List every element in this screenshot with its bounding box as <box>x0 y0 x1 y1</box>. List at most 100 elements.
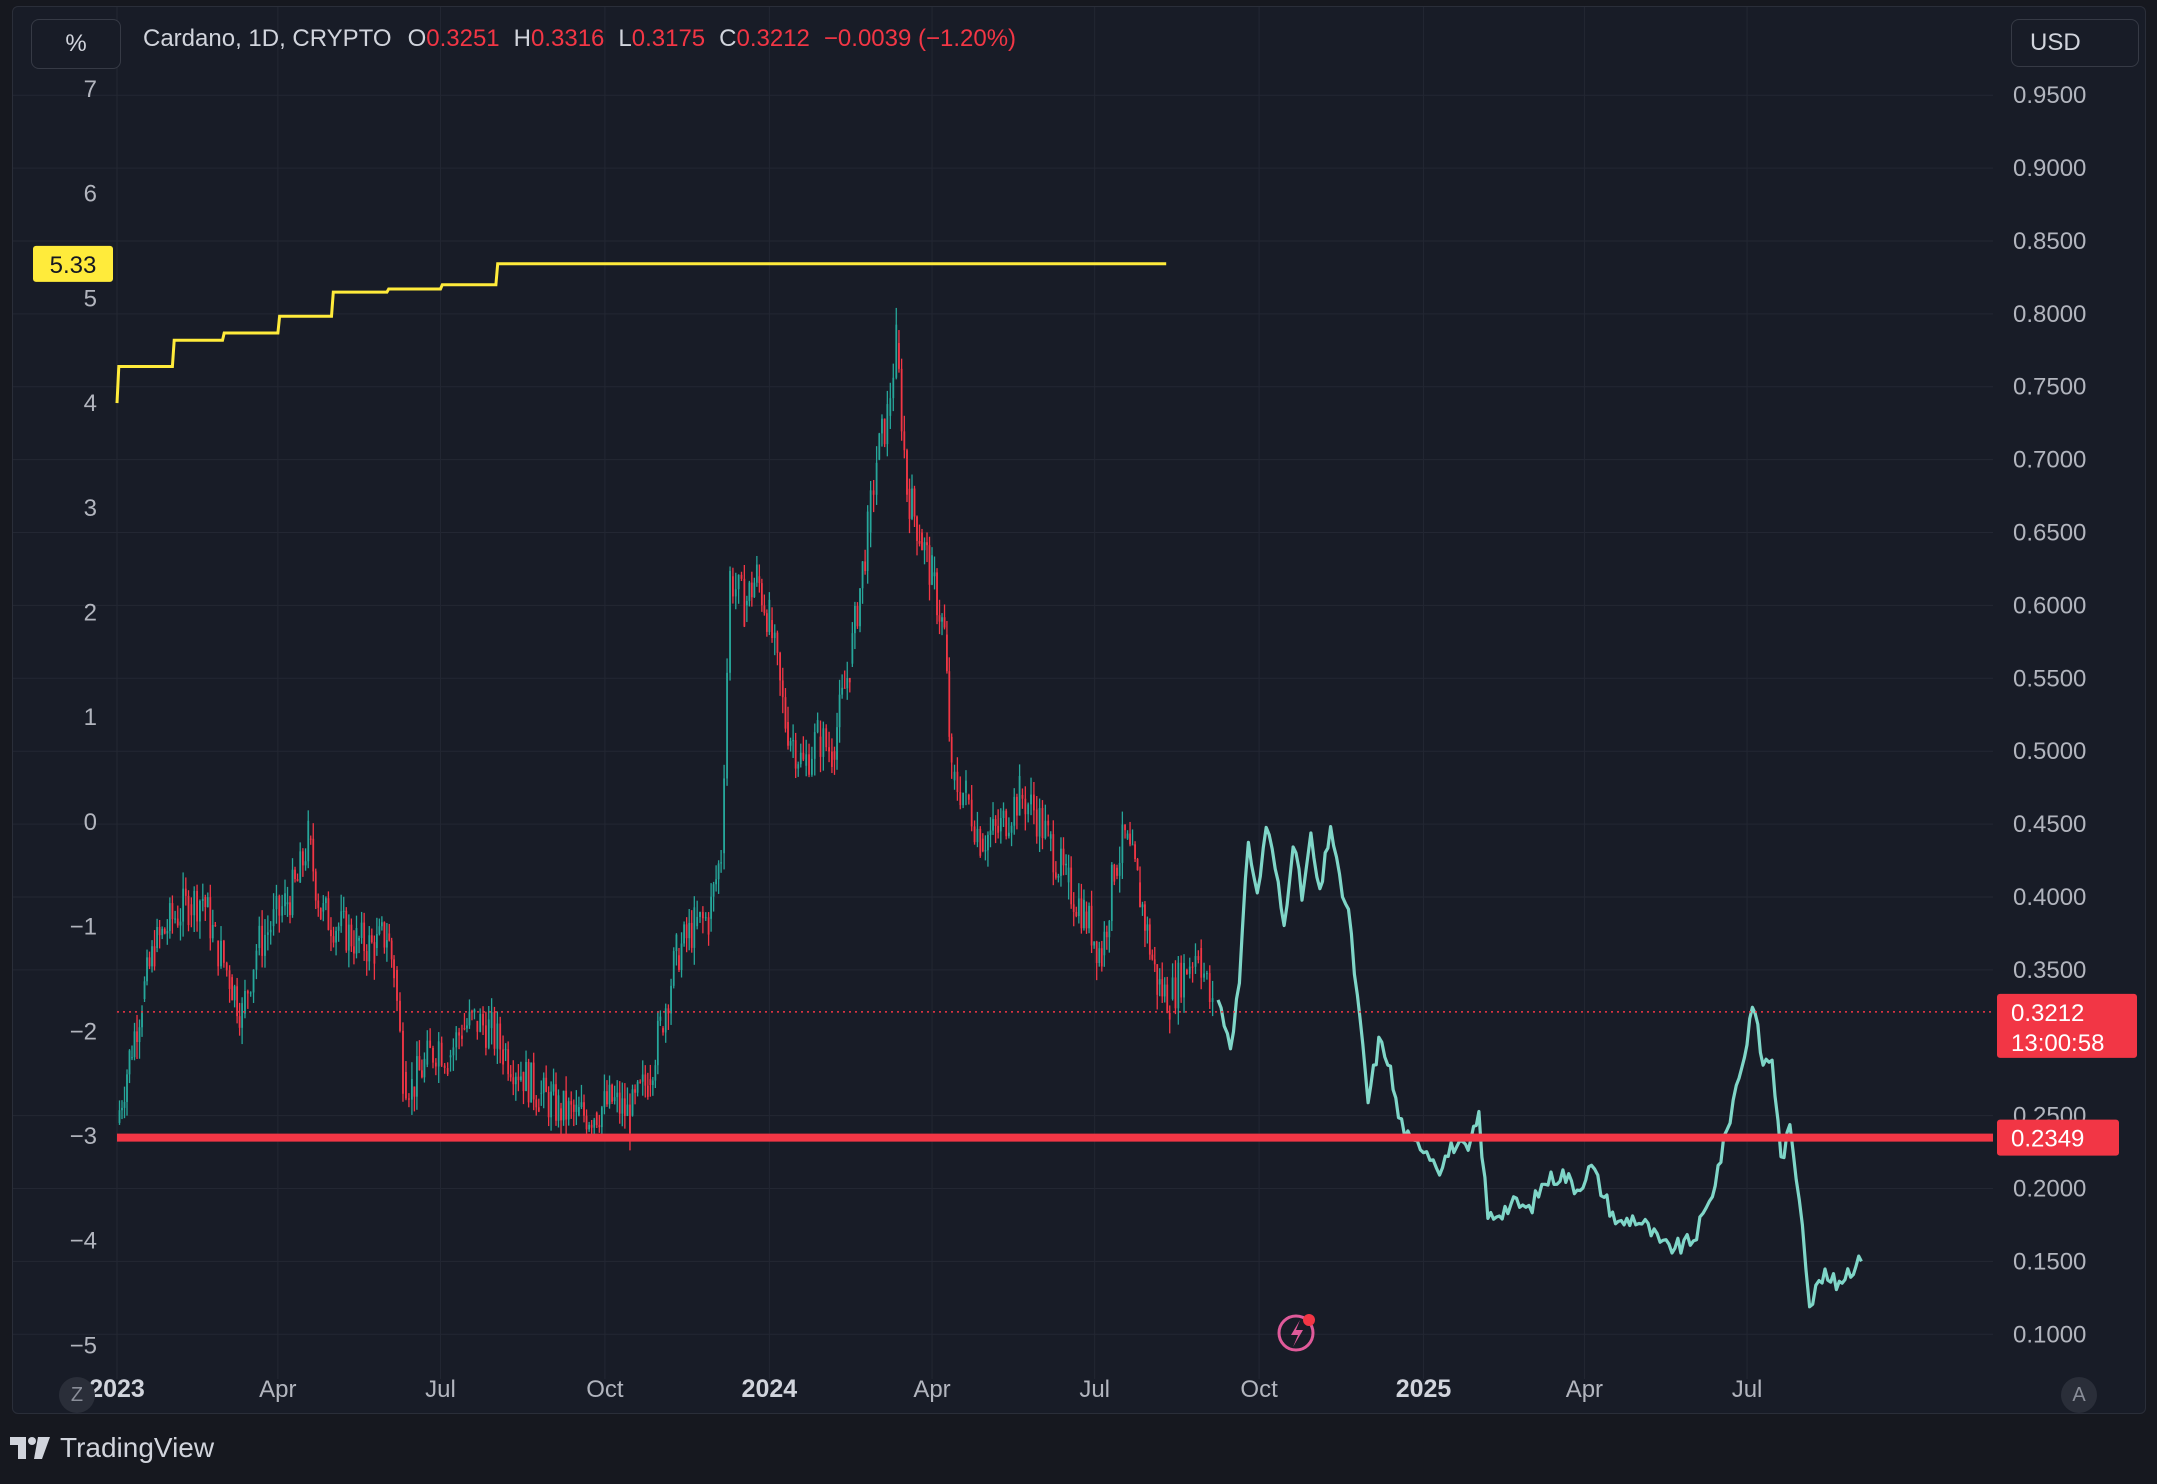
price-tick-label: 0.8500 <box>2013 228 2086 255</box>
candle-body <box>710 896 713 919</box>
candle-body <box>1129 833 1131 845</box>
percent-series <box>115 262 1167 404</box>
candle-body <box>360 922 363 939</box>
candle-body <box>1166 984 1169 1013</box>
candle-body <box>895 324 898 378</box>
candle-body <box>485 1025 487 1048</box>
candle-body <box>220 940 222 967</box>
candle-body <box>176 918 179 926</box>
candle-body <box>1163 984 1166 997</box>
candle-body <box>918 541 921 544</box>
candle-body <box>217 940 220 967</box>
candle-body <box>626 1104 629 1116</box>
candle-body <box>792 740 795 742</box>
candle-body <box>537 1107 540 1112</box>
candle-body <box>211 924 214 939</box>
left-axis: 7 6 5 4 3 2 1 0 −1 −2 −3 −4 −5 <box>70 76 97 1359</box>
candle-body <box>900 368 903 432</box>
price-tick-label: 0.8000 <box>2013 301 2086 328</box>
candle-body <box>121 1107 123 1111</box>
time-tick-label: 2024 <box>742 1375 798 1403</box>
candle-body <box>225 962 228 971</box>
time-tick-label: Jul <box>1732 1376 1763 1403</box>
candle-body <box>291 869 294 916</box>
candle-body <box>560 1108 562 1121</box>
candle-body <box>204 896 207 908</box>
candlestick-series <box>118 307 1214 1151</box>
percent-scale-button[interactable]: % <box>31 19 121 69</box>
candle-body <box>502 1049 504 1065</box>
time-tick-label: 2025 <box>1396 1375 1452 1403</box>
percent-tick-label: 5 <box>84 285 97 312</box>
candle-body <box>552 1084 555 1092</box>
candle-body <box>729 570 731 673</box>
candle-body <box>629 1104 631 1134</box>
price-tick-label: 0.3500 <box>2013 957 2086 984</box>
candle-body <box>670 985 672 1014</box>
percent-tick-label: −4 <box>70 1228 97 1255</box>
candle-body <box>314 871 317 901</box>
candle-body <box>174 918 176 920</box>
auto-scale-button[interactable]: A <box>2061 1377 2097 1413</box>
candle-body <box>1062 848 1065 866</box>
chart-panel[interactable]: 7 6 5 4 3 2 1 0 −1 −2 −3 −4 −5 0.9500 0.9000 0.8500 0.8… <box>12 6 2146 1414</box>
candle-body <box>948 671 951 737</box>
candle-body <box>745 600 748 606</box>
candle-body <box>353 946 355 954</box>
candle-body <box>324 898 327 904</box>
lightning-event-icon[interactable] <box>1277 1314 1315 1352</box>
candle-body <box>443 1065 446 1069</box>
candle-body <box>1153 959 1156 965</box>
candle-body <box>866 511 869 572</box>
candle-body <box>707 917 710 935</box>
candle-body <box>908 488 911 519</box>
candle-body <box>335 930 337 943</box>
candle-body <box>831 751 833 767</box>
candle-body <box>141 1012 143 1028</box>
candle-body <box>567 1101 570 1120</box>
candle-body <box>616 1092 619 1098</box>
candle-body <box>540 1092 543 1094</box>
candle-body <box>936 572 938 616</box>
candle-body <box>639 1081 642 1083</box>
currency-button[interactable]: USD <box>2011 19 2139 67</box>
percent-tick-label: −2 <box>70 1018 97 1045</box>
candle-body <box>802 752 805 760</box>
z-button[interactable]: Z <box>59 1377 95 1413</box>
candle-body <box>1203 973 1205 978</box>
candle-body <box>883 418 886 445</box>
candle-body <box>595 1112 598 1126</box>
candle-body <box>1070 867 1073 905</box>
candle-body <box>261 925 264 956</box>
candle-body <box>659 1016 662 1021</box>
candle-body <box>390 940 393 960</box>
candle-body <box>350 924 353 947</box>
candle-body <box>1177 962 1180 1009</box>
candle-body <box>1158 979 1161 985</box>
candle-body <box>781 680 784 698</box>
price-tick-label: 0.5500 <box>2013 665 2086 692</box>
candle-body <box>196 890 198 922</box>
candle-body <box>1200 947 1203 978</box>
candle-body <box>1206 973 1208 975</box>
candle-body <box>545 1077 548 1092</box>
candle-body <box>493 1012 496 1049</box>
candle-body <box>535 1099 538 1108</box>
candle-body <box>753 582 756 598</box>
candle-body <box>623 1098 626 1116</box>
candle-body <box>368 935 371 962</box>
candle-body <box>631 1089 634 1116</box>
candle-body <box>1121 824 1124 863</box>
horizontal-lines <box>117 1011 1993 1142</box>
candle-body <box>411 1079 413 1100</box>
candle-body <box>206 897 209 908</box>
candle-body <box>953 771 956 781</box>
price-chart[interactable]: 7 6 5 4 3 2 1 0 −1 −2 −3 −4 −5 0.9500 0.9000 0.8500 0.8… <box>13 7 2145 1413</box>
candle-body <box>1171 977 1174 1000</box>
candle-body <box>994 819 997 826</box>
candle-body <box>455 1032 458 1048</box>
candle-body <box>683 924 685 944</box>
tradingview-logo[interactable]: TradingView <box>10 1432 214 1464</box>
candle-body <box>854 605 856 634</box>
candle-body <box>514 1076 517 1085</box>
